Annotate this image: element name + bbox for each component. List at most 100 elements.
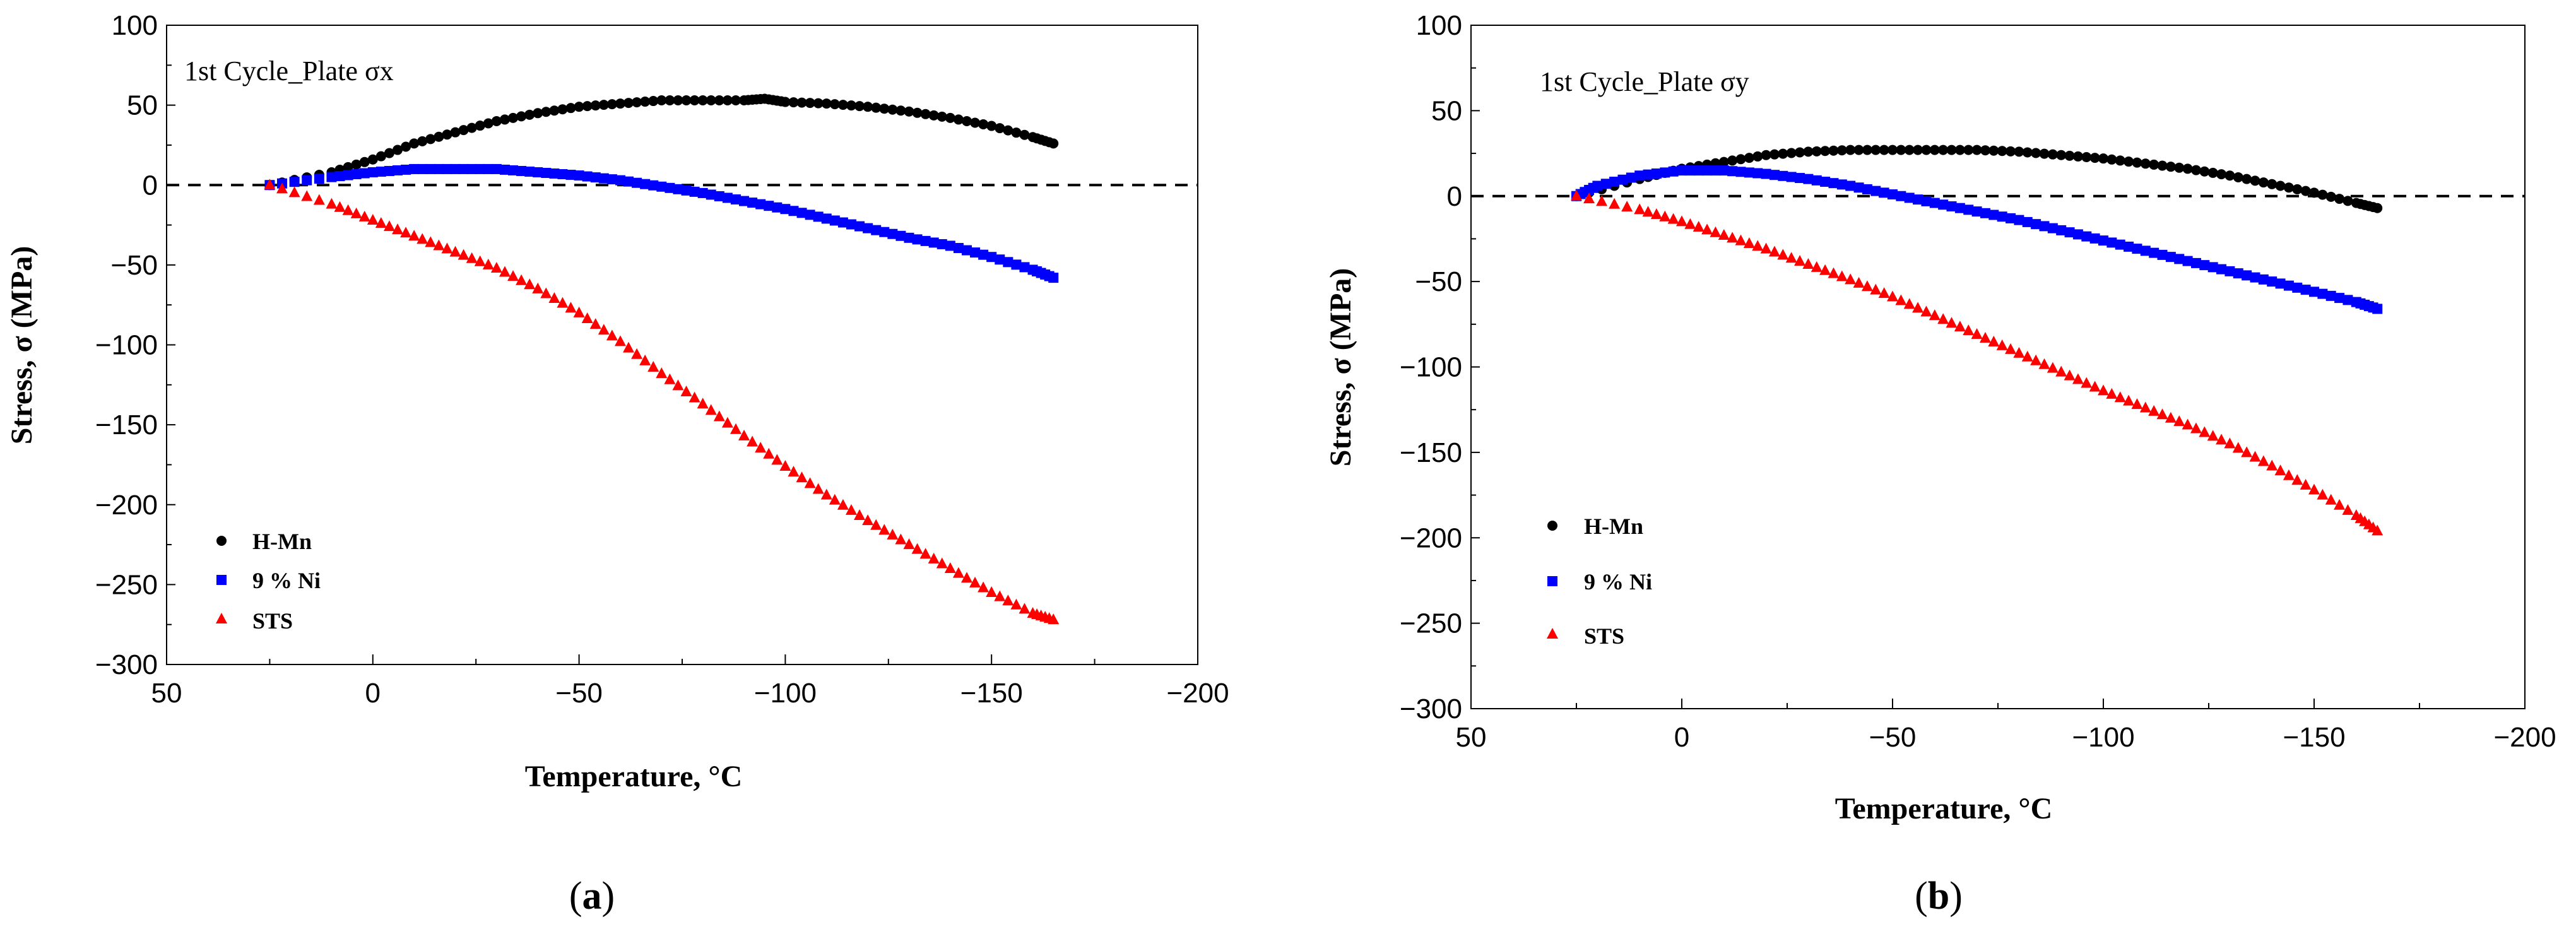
data-point-circle-a <box>598 100 609 110</box>
data-point-triangle-a <box>960 572 972 583</box>
data-point-circle-a <box>434 131 444 142</box>
data-point-square-b <box>2199 260 2210 271</box>
data-point-triangle-a <box>417 233 428 244</box>
data-point-square-b <box>1727 166 1738 177</box>
data-point-triangle-a <box>614 335 626 346</box>
data-point-triangle-b <box>2334 499 2346 510</box>
data-point-triangle-b <box>2372 524 2384 536</box>
data-point-circle-b <box>2047 149 2058 160</box>
data-point-triangle-a <box>334 201 346 212</box>
data-point-circle-a <box>854 101 865 112</box>
data-point-circle-b <box>2174 162 2185 173</box>
data-point-square-b <box>2250 272 2260 283</box>
data-point-circle-a <box>681 95 692 106</box>
data-point-square-b <box>2115 239 2125 250</box>
data-point-circle-b <box>2334 194 2345 204</box>
data-point-circle-b <box>1862 145 1872 155</box>
data-point-square-b <box>1651 168 1662 179</box>
data-point-square-a <box>417 163 428 174</box>
data-point-square-a <box>442 163 452 174</box>
data-point-triangle-a <box>342 204 354 215</box>
data-point-triangle-b <box>1836 270 1848 281</box>
data-point-triangle-a <box>301 190 313 201</box>
legend-a: H-Mn 9 % Ni STS <box>216 529 321 634</box>
legend-marker-ni-a <box>216 575 227 585</box>
data-point-triangle-a <box>870 519 882 530</box>
data-point-square-b <box>1963 204 1974 215</box>
data-point-triangle-b <box>1802 258 1814 269</box>
data-point-square-b <box>1845 180 1856 191</box>
data-point-circle-b <box>2157 160 2168 171</box>
data-point-triangle-a <box>350 207 362 218</box>
data-point-triangle-a <box>326 198 338 209</box>
data-point-square-b <box>1828 178 1839 189</box>
data-point-square-a <box>978 249 989 260</box>
data-point-circle-a <box>871 102 882 113</box>
data-point-square-a <box>805 210 815 220</box>
data-point-circle-b <box>1828 145 1839 156</box>
data-point-triangle-a <box>639 354 651 365</box>
data-point-triangle-b <box>2173 415 2185 427</box>
data-point-triangle-a <box>581 312 593 323</box>
data-point-square-b <box>1988 210 1999 220</box>
data-point-square-b <box>1811 175 1822 186</box>
data-point-square-a <box>425 163 436 174</box>
data-point-circle-a <box>557 104 568 115</box>
data-point-square-b <box>1693 165 1704 176</box>
data-point-circle-b <box>2250 175 2260 186</box>
data-point-square-a <box>788 206 799 216</box>
data-point-square-a <box>995 254 1005 265</box>
x-tick-label-b: −200 <box>2493 722 2556 753</box>
data-point-triangle-a <box>986 586 998 598</box>
data-point-triangle-b <box>1878 287 1890 298</box>
data-point-triangle-b <box>1946 317 1958 328</box>
data-point-triangle-b <box>1760 242 1772 254</box>
data-point-circle-a <box>450 127 461 138</box>
data-point-triangle-a <box>837 499 849 510</box>
legend-label-hmn-b: H-Mn <box>1584 514 1643 539</box>
data-point-circle-a <box>697 95 708 106</box>
data-point-triangle-b <box>1785 252 1797 263</box>
data-point-triangle-a <box>433 239 445 251</box>
data-point-circle-b <box>2115 155 2125 166</box>
data-point-triangle-b <box>1659 210 1671 221</box>
data-point-square-b <box>2098 235 2108 246</box>
data-point-square-a <box>920 235 931 246</box>
data-point-circle-a <box>1048 138 1059 149</box>
panel-title-a: 1st Cycle_Plate σx <box>184 56 394 86</box>
data-point-square-b <box>2006 213 2016 223</box>
data-point-triangle-a <box>499 266 511 277</box>
data-point-circle-a <box>343 162 353 172</box>
data-point-circle-b <box>1913 145 1923 155</box>
data-point-triangle-a <box>895 533 907 545</box>
data-point-triangle-b <box>2106 387 2118 399</box>
data-point-circle-b <box>1879 145 1889 155</box>
legend-label-sts-a: STS <box>252 608 293 634</box>
data-point-square-b <box>1786 172 1797 182</box>
data-point-circle-a <box>401 141 411 152</box>
data-point-triangle-b <box>1963 324 1975 336</box>
data-point-triangle-b <box>2148 404 2160 416</box>
data-point-triangle-b <box>1752 240 1764 251</box>
data-point-circle-b <box>2190 165 2201 175</box>
data-point-square-a <box>821 213 832 224</box>
data-point-triangle-b <box>2047 362 2059 373</box>
data-point-triangle-b <box>2190 422 2202 434</box>
data-point-triangle-a <box>829 493 841 505</box>
data-point-triangle-b <box>2156 408 2168 420</box>
data-point-circle-a <box>606 99 617 110</box>
data-point-triangle-a <box>264 179 276 190</box>
x-tick-label-a: −100 <box>754 678 817 709</box>
legend-b: H-Mn 9 % Ni STS <box>1547 514 1652 649</box>
data-point-circle-a <box>730 95 741 106</box>
data-point-square-b <box>2216 264 2227 275</box>
legend-marker-sts-a <box>216 613 227 623</box>
data-point-triangle-a <box>804 477 816 488</box>
data-point-square-b <box>1862 184 1872 194</box>
data-point-triangle-a <box>516 274 528 285</box>
y-tick-label-a: −150 <box>95 410 158 440</box>
data-point-square-b <box>1904 192 1915 203</box>
data-point-circle-b <box>1921 145 1932 155</box>
data-point-triangle-a <box>466 252 478 263</box>
